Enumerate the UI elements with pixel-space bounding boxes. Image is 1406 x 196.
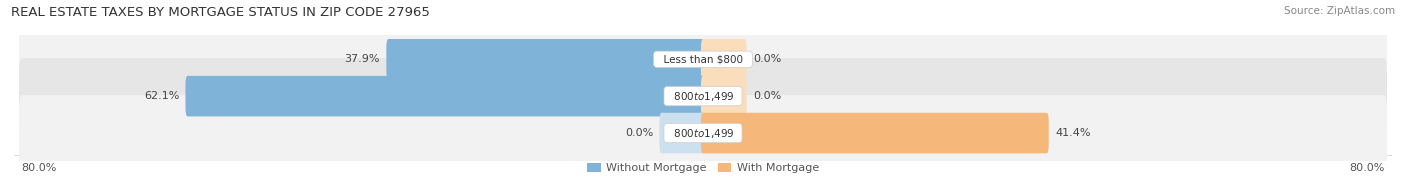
FancyBboxPatch shape [20,95,1386,171]
FancyBboxPatch shape [387,39,704,80]
FancyBboxPatch shape [702,76,747,116]
FancyBboxPatch shape [702,113,1049,153]
Text: 62.1%: 62.1% [143,91,179,101]
Text: 41.4%: 41.4% [1054,128,1091,138]
Text: REAL ESTATE TAXES BY MORTGAGE STATUS IN ZIP CODE 27965: REAL ESTATE TAXES BY MORTGAGE STATUS IN … [11,6,430,19]
Text: 0.0%: 0.0% [624,128,654,138]
Text: Less than $800: Less than $800 [657,54,749,64]
Text: 0.0%: 0.0% [752,54,782,64]
Text: 0.0%: 0.0% [752,91,782,101]
FancyBboxPatch shape [20,21,1386,97]
Text: $800 to $1,499: $800 to $1,499 [666,90,740,103]
Text: Source: ZipAtlas.com: Source: ZipAtlas.com [1284,6,1395,16]
Legend: Without Mortgage, With Mortgage: Without Mortgage, With Mortgage [582,158,824,178]
FancyBboxPatch shape [186,76,704,116]
FancyBboxPatch shape [702,39,747,80]
FancyBboxPatch shape [659,113,704,153]
Text: $800 to $1,499: $800 to $1,499 [666,127,740,140]
FancyBboxPatch shape [20,58,1386,134]
Text: 37.9%: 37.9% [344,54,380,64]
